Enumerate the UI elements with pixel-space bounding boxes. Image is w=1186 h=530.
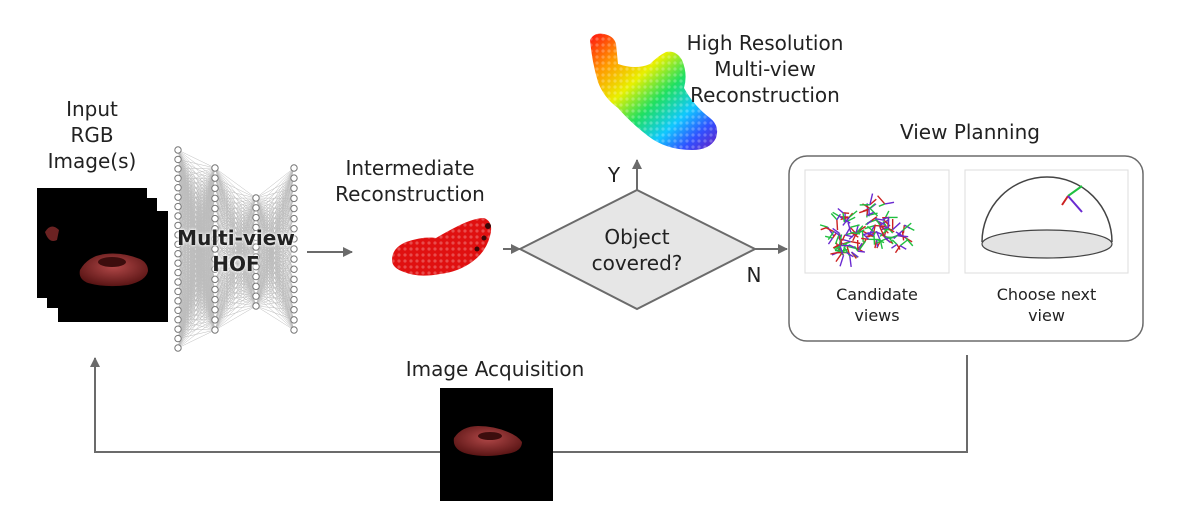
high-res-label-line3: Reconstruction [690, 83, 840, 107]
input-shoe-image [79, 253, 148, 287]
decision-label-line1: Object [604, 225, 670, 249]
high-res-label-line2: Multi-view [714, 57, 816, 81]
decision-diamond [517, 188, 758, 311]
input-label: Input RGB Image(s) [47, 96, 137, 174]
acquisition-image [440, 388, 553, 501]
intermediate-point-cloud [392, 218, 492, 276]
image-acquisition-label: Image Acquisition [405, 357, 585, 381]
candidate-views-thumbnail [804, 169, 950, 274]
network-label-line1: Multi-view [177, 226, 295, 250]
high-res-point-cloud [590, 33, 718, 150]
input-label-line3: Image(s) [47, 149, 137, 173]
intermediate-label-line1: Intermediate [345, 156, 475, 180]
input-label-line2: RGB [70, 123, 114, 147]
choose-next-view-label-line2: view [1028, 306, 1065, 325]
feedback-loop-arrow [90, 357, 440, 453]
candidate-views-label: Candidate views [805, 284, 949, 326]
feedback-loop-line [553, 355, 968, 453]
choose-next-view-label-line1: Choose next [996, 285, 1097, 304]
view-planning-title: View Planning [900, 120, 1040, 144]
input-image-stack [37, 188, 168, 322]
decision-no-label: N [746, 263, 762, 287]
intermediate-label-line2: Reconstruction [335, 182, 485, 206]
decision-label: Object covered? [577, 224, 697, 276]
neural-network-graphic [174, 146, 298, 352]
high-res-label-line1: High Resolution [686, 31, 844, 55]
candidate-views-label-line1: Candidate [836, 285, 918, 304]
intermediate-label: Intermediate Reconstruction [330, 155, 490, 207]
network-label: Multi-view HOF [170, 225, 302, 277]
choose-next-view-label: Choose next view [965, 284, 1128, 326]
input-label-line1: Input [66, 97, 118, 121]
decision-label-line2: covered? [591, 251, 683, 275]
next-view-thumbnail [964, 169, 1129, 274]
decision-yes-label: Y [607, 163, 621, 187]
candidate-views-label-line2: views [854, 306, 900, 325]
network-label-line2: HOF [212, 252, 260, 276]
high-res-label: High Resolution Multi-view Reconstructio… [675, 30, 855, 108]
